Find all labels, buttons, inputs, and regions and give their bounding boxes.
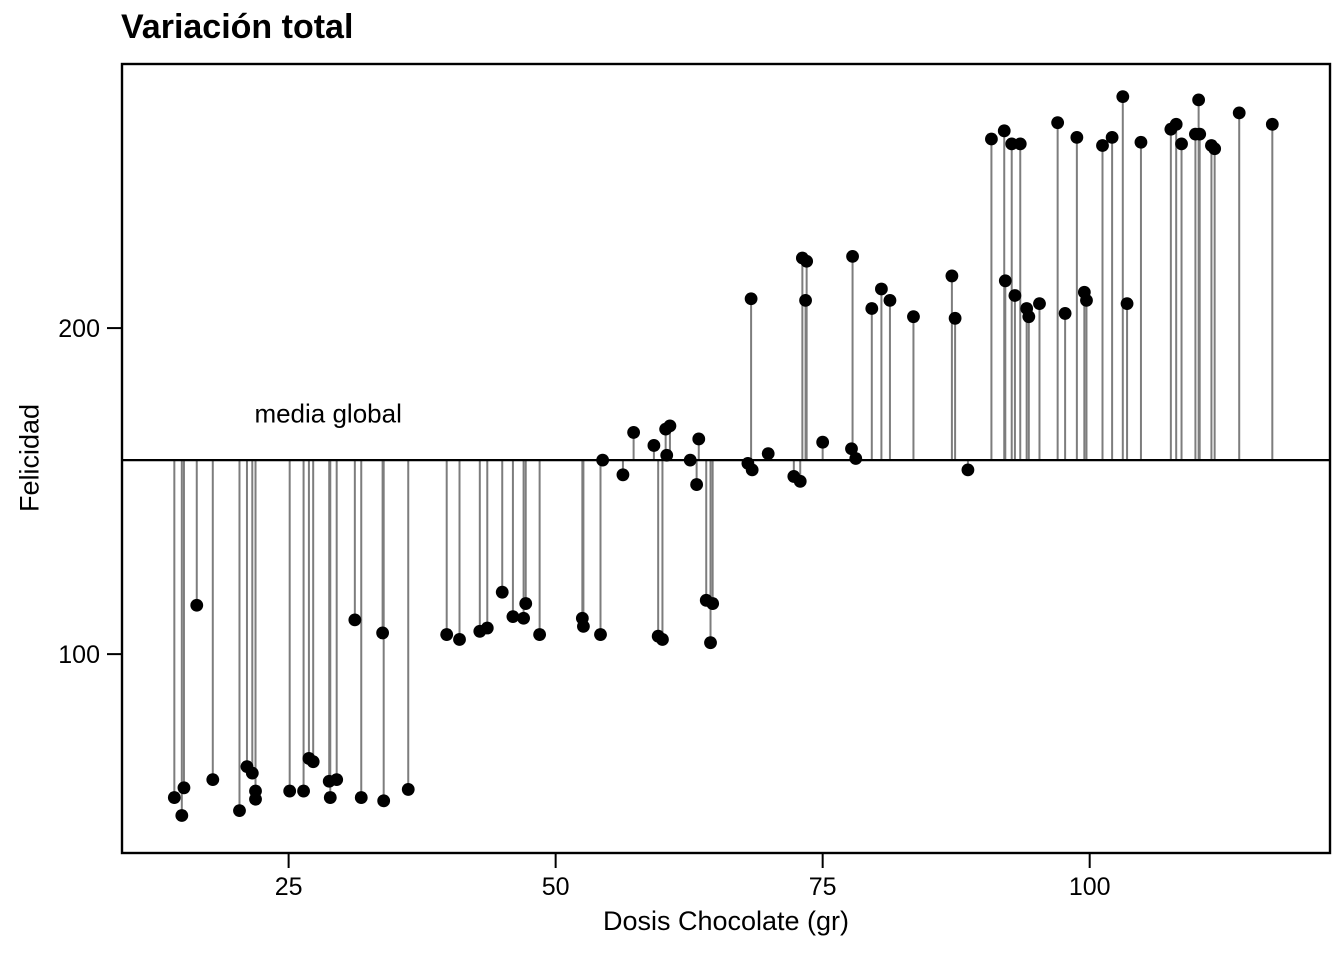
data-point <box>849 452 863 465</box>
data-point <box>745 463 759 477</box>
data-point <box>354 791 368 804</box>
data-point <box>1105 130 1119 144</box>
data-point <box>283 784 297 798</box>
data-point <box>495 585 509 599</box>
data-point <box>961 463 975 477</box>
data-point <box>517 611 530 625</box>
panel-border <box>120 62 1332 855</box>
data-point <box>656 633 669 646</box>
data-point <box>683 453 697 467</box>
data-point <box>985 132 998 146</box>
data-point <box>883 293 897 307</box>
data-point <box>761 447 775 461</box>
data-point <box>377 794 391 808</box>
data-point <box>793 474 807 488</box>
data-point <box>647 439 661 452</box>
data-point <box>1070 130 1084 144</box>
data-point <box>376 626 390 640</box>
data-point <box>1134 135 1148 149</box>
data-point <box>997 124 1011 138</box>
data-point <box>800 254 814 268</box>
data-point <box>348 613 362 627</box>
x-tick-label: 100 <box>1069 873 1111 901</box>
data-point <box>907 310 920 324</box>
data-point <box>1175 137 1188 151</box>
data-point <box>845 442 858 456</box>
data-point <box>945 269 959 283</box>
data-point <box>744 292 758 306</box>
data-point <box>875 282 888 296</box>
data-point <box>233 804 246 818</box>
data-point <box>627 426 641 439</box>
x-tick-label: 25 <box>275 873 303 901</box>
data-point <box>594 628 607 641</box>
data-point <box>1169 117 1183 131</box>
data-point <box>865 302 879 315</box>
data-point <box>190 598 204 612</box>
data-point <box>1096 139 1109 152</box>
data-point <box>533 628 547 641</box>
data-point <box>616 468 630 482</box>
data-point <box>816 435 830 449</box>
data-point <box>1033 297 1046 311</box>
data-point <box>167 791 181 804</box>
data-point <box>306 755 320 769</box>
data-point <box>440 628 454 641</box>
x-axis-title: Dosis Chocolate (gr) <box>602 906 850 936</box>
data-point <box>297 784 310 798</box>
data-point <box>1058 307 1072 320</box>
data-point <box>1192 93 1206 107</box>
data-point <box>1008 289 1022 302</box>
data-point <box>690 478 704 491</box>
x-tick-label: 75 <box>809 873 837 901</box>
data-point <box>480 621 494 635</box>
data-point <box>1208 142 1222 156</box>
data-point <box>1232 106 1246 120</box>
data-point <box>1022 310 1036 324</box>
data-point <box>692 432 706 446</box>
data-point <box>596 453 610 467</box>
y-tick-label: 200 <box>58 315 100 343</box>
data-point <box>323 791 337 804</box>
data-point <box>1116 90 1130 104</box>
data-point <box>249 792 262 806</box>
data-point <box>1051 116 1065 130</box>
x-tick-label: 50 <box>542 873 570 901</box>
data-point <box>177 781 191 795</box>
data-point <box>704 636 717 650</box>
data-point <box>799 293 812 307</box>
data-point <box>660 448 674 462</box>
y-tick-label: 100 <box>58 641 100 669</box>
data-point <box>1193 127 1207 141</box>
data-point <box>948 311 962 325</box>
data-point <box>175 809 189 822</box>
data-point <box>1265 117 1279 131</box>
data-point <box>706 597 720 610</box>
data-point <box>1080 293 1093 307</box>
data-point <box>577 620 590 633</box>
data-point <box>401 783 415 796</box>
data-point <box>519 597 533 610</box>
data-point <box>453 633 466 646</box>
data-point <box>998 274 1012 288</box>
data-point <box>1013 137 1027 151</box>
data-point <box>245 766 259 780</box>
chart-title: Variación total <box>121 8 354 46</box>
data-point <box>330 773 344 787</box>
data-point <box>846 249 859 263</box>
data-point <box>1120 297 1134 311</box>
mean-annotation-label: media global <box>254 399 401 429</box>
data-point <box>663 419 677 433</box>
data-point <box>506 610 520 624</box>
data-point <box>206 773 220 787</box>
